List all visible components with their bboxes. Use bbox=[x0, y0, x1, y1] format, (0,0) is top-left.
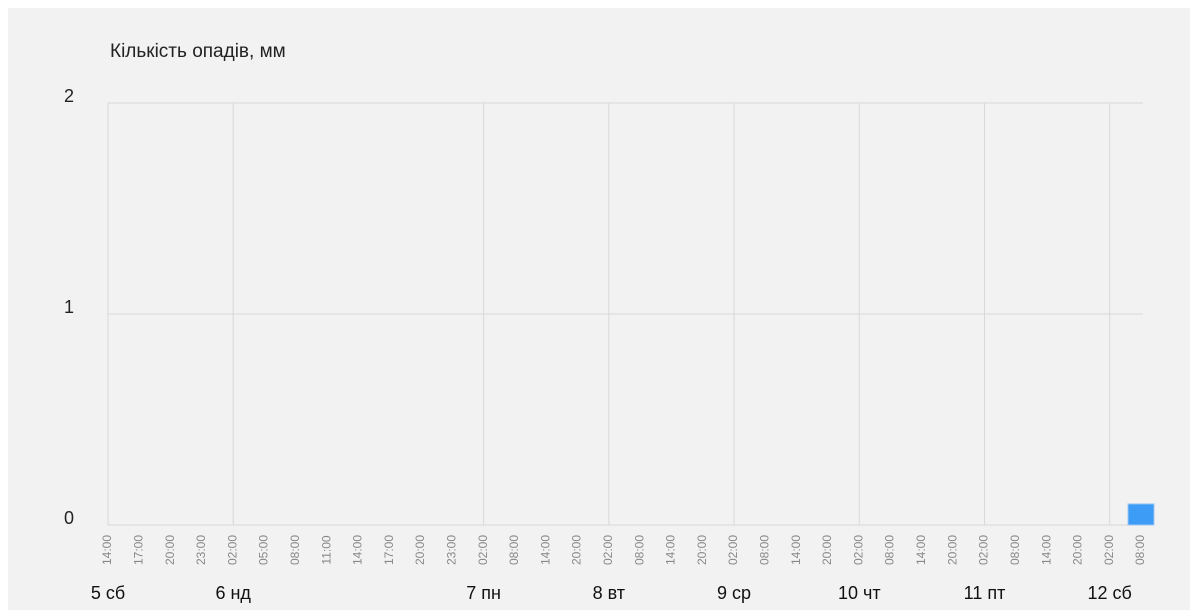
x-tick-label: 20:00 bbox=[163, 535, 177, 565]
x-tick-label: 11:00 bbox=[319, 535, 333, 564]
x-tick-label: 14:00 bbox=[789, 535, 803, 565]
x-tick-label: 14:00 bbox=[538, 535, 552, 565]
day-label: 8 вт bbox=[593, 583, 625, 603]
day-label: 9 ср bbox=[717, 583, 751, 603]
x-tick-label: 02:00 bbox=[726, 535, 740, 565]
y-tick-label: 2 bbox=[64, 86, 74, 106]
x-tick-label: 02:00 bbox=[476, 535, 490, 565]
day-label: 10 чт bbox=[838, 583, 881, 603]
x-tick-label: 14:00 bbox=[100, 535, 114, 565]
x-tick-label: 02:00 bbox=[225, 535, 239, 565]
x-tick-label: 05:00 bbox=[257, 535, 271, 565]
x-tick-label: 08:00 bbox=[1008, 535, 1022, 565]
x-tick-label: 02:00 bbox=[977, 535, 991, 565]
x-tick-label: 20:00 bbox=[570, 535, 584, 565]
x-tick-label: 08:00 bbox=[758, 535, 772, 565]
day-label: 5 сб bbox=[91, 583, 125, 603]
x-tick-label: 08:00 bbox=[632, 535, 646, 565]
x-tick-label: 08:00 bbox=[507, 535, 521, 565]
x-tick-label: 08:00 bbox=[288, 535, 302, 565]
x-tick-label: 17:00 bbox=[382, 535, 396, 565]
y-tick-label: 0 bbox=[64, 508, 74, 528]
x-tick-label: 20:00 bbox=[820, 535, 834, 565]
x-tick-label: 20:00 bbox=[945, 535, 959, 565]
chart-title: Кількість опадів, мм bbox=[110, 41, 286, 62]
day-label: 6 нд bbox=[215, 583, 251, 603]
x-tick-label: 23:00 bbox=[194, 535, 208, 565]
x-tick-label: 02:00 bbox=[1102, 535, 1116, 565]
x-tick-label: 14:00 bbox=[914, 535, 928, 565]
x-tick-label: 02:00 bbox=[601, 535, 615, 565]
bar bbox=[1127, 503, 1155, 526]
x-tick-label: 14:00 bbox=[1039, 535, 1053, 565]
day-label: 12 сб bbox=[1088, 583, 1132, 603]
x-tick-label: 14:00 bbox=[664, 535, 678, 565]
x-tick-label: 20:00 bbox=[413, 535, 427, 565]
x-tick-label: 23:00 bbox=[445, 535, 459, 565]
x-tick-label: 08:00 bbox=[1133, 535, 1147, 565]
x-tick-label: 14:00 bbox=[351, 535, 365, 565]
day-label: 11 пт bbox=[964, 583, 1006, 603]
day-label: 7 пн bbox=[466, 583, 501, 603]
x-tick-label: 20:00 bbox=[1071, 535, 1085, 565]
x-tick-label: 08:00 bbox=[883, 535, 897, 565]
x-tick-label: 20:00 bbox=[695, 535, 709, 565]
x-tick-label: 02:00 bbox=[851, 535, 865, 565]
panel bbox=[8, 8, 1190, 610]
y-tick-label: 1 bbox=[64, 297, 74, 317]
x-tick-label: 17:00 bbox=[131, 535, 145, 565]
